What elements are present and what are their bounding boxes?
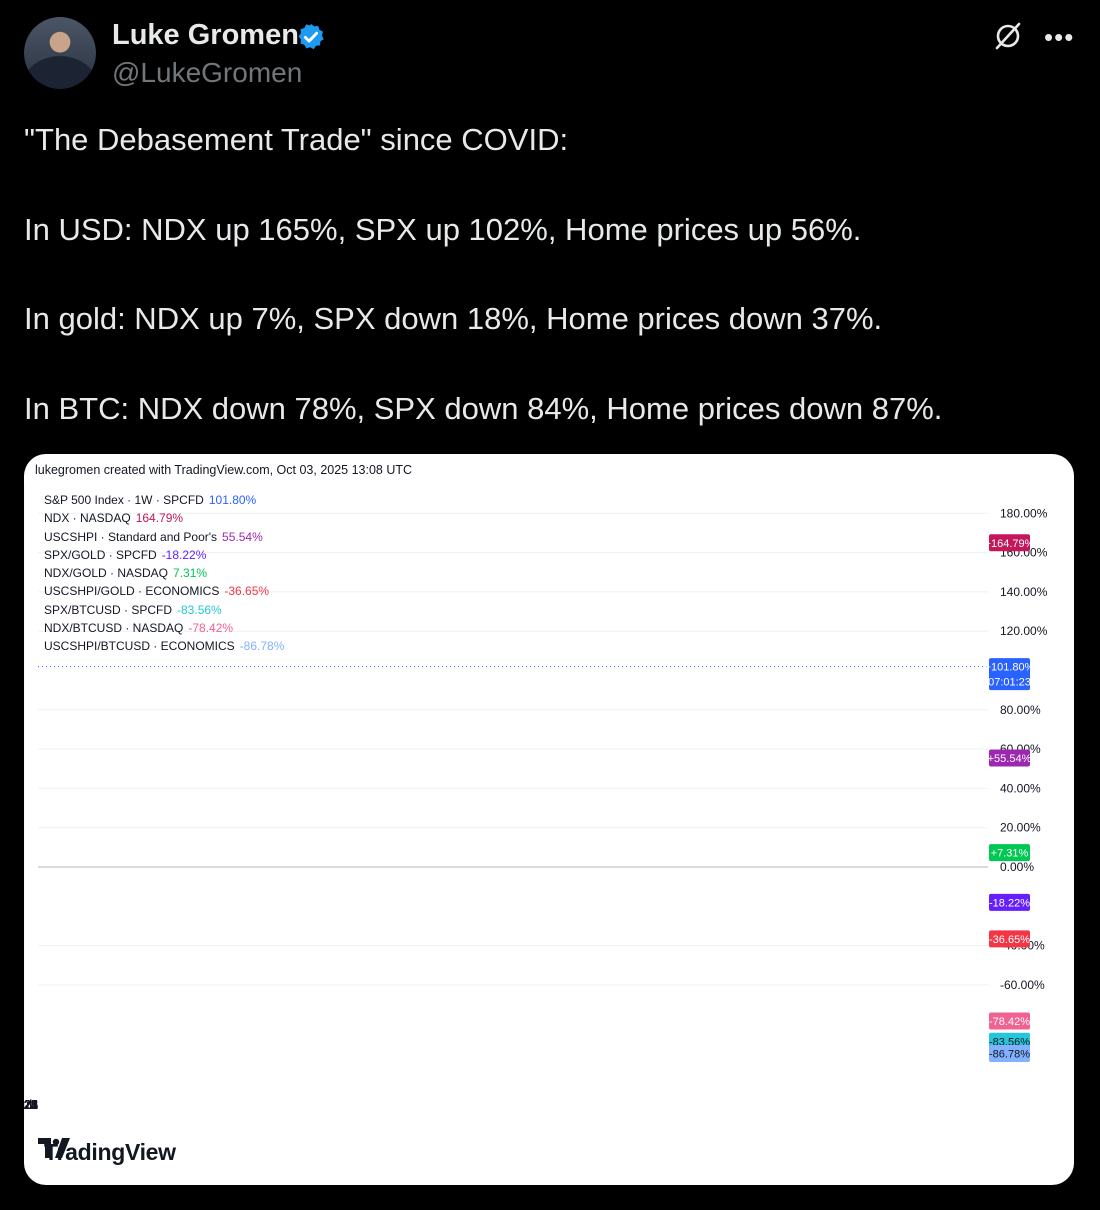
x-tick-label: 2024 bbox=[24, 1098, 38, 1112]
tweet-text: "The Debasement Trade" since COVID: In U… bbox=[24, 118, 1074, 432]
line-chart: 180.00%160.00%140.00%120.00%80.00%60.00%… bbox=[24, 484, 1048, 1119]
legend-series-name: SPX/GOLD · SPCFD bbox=[44, 547, 157, 562]
tweet-line: "The Debasement Trade" since COVID: bbox=[24, 122, 569, 157]
legend-entry[interactable]: NDX/BTCUSD · NASDAQ -78.42% bbox=[44, 619, 284, 637]
y-tick-label: 80.00% bbox=[1000, 703, 1041, 717]
legend-series-value: -83.56% bbox=[177, 602, 222, 617]
legend-series-name: NDX/GOLD · NASDAQ bbox=[44, 566, 169, 581]
legend-series-value: 55.54% bbox=[222, 529, 263, 544]
legend-entry[interactable]: SPX/BTCUSD · SPCFD -83.56% bbox=[44, 601, 284, 619]
legend-series-value: 164.79% bbox=[135, 511, 184, 526]
avatar[interactable] bbox=[24, 17, 96, 89]
tradingview-logo: TradingView bbox=[38, 1138, 176, 1166]
legend-series-name: NDX/BTCUSD · NASDAQ bbox=[44, 621, 184, 636]
chart-credit: lukegromen created with TradingView.com,… bbox=[35, 463, 413, 477]
last-value-label: -18.22% bbox=[989, 897, 1030, 909]
tweet-line: In USD: NDX up 165%, SPX up 102%, Home p… bbox=[24, 211, 862, 247]
tradingview-logo-icon bbox=[38, 1138, 70, 1158]
y-tick-label: 120.00% bbox=[1000, 624, 1048, 638]
legend-entry[interactable]: NDX/GOLD · NASDAQ 7.31% bbox=[44, 564, 284, 582]
legend-series-value: -78.42% bbox=[188, 621, 234, 636]
legend-entry[interactable]: USCSHPI · Standard and Poor's 55.54% bbox=[44, 528, 284, 546]
verified-badge-icon bbox=[298, 23, 324, 50]
x-tick-label: Jul bbox=[24, 1098, 32, 1112]
last-value-badge bbox=[989, 749, 1030, 767]
last-value-badge bbox=[989, 1012, 1030, 1030]
y-tick-label: 0.00% bbox=[1000, 860, 1034, 874]
x-tick-label: 2021 bbox=[24, 1098, 38, 1112]
last-value-label: +7.31% bbox=[991, 848, 1029, 860]
x-tick-label: Jul bbox=[24, 1098, 32, 1112]
legend-series-name: SPX/BTCUSD · SPCFD bbox=[44, 602, 173, 617]
last-value-badge bbox=[989, 1045, 1030, 1063]
x-tick-label: Jul bbox=[24, 1098, 32, 1112]
y-tick-label: 180.00% bbox=[1000, 506, 1048, 520]
legend-series-value: -36.65% bbox=[224, 584, 270, 599]
legend-series-name: USCSHPI · Standard and Poor's bbox=[44, 529, 218, 544]
x-tick-label: 2023 bbox=[24, 1098, 38, 1112]
legend-series-name: USCSHPI/GOLD · ECONOMICS bbox=[44, 584, 220, 599]
legend-entry[interactable]: S&P 500 Index · 1W · SPCFD 101.80% bbox=[44, 491, 284, 509]
author-handle[interactable]: @LukeGromen bbox=[112, 57, 303, 88]
legend-entry[interactable]: USCSHPI/BTCUSD · ECONOMICS -86.78% bbox=[44, 637, 284, 655]
legend-series-value: 7.31% bbox=[173, 566, 208, 581]
legend-entry[interactable]: NDX · NASDAQ 164.79% bbox=[44, 509, 284, 527]
tweet-line-gap bbox=[24, 163, 1074, 208]
x-tick-label: Jul bbox=[24, 1098, 32, 1112]
last-value-badge bbox=[989, 534, 1030, 552]
y-tick-label: -60.00% bbox=[1000, 978, 1045, 992]
chart-legend: S&P 500 Index · 1W · SPCFD 101.80% NDX · N… bbox=[44, 491, 284, 656]
time-badge: 07:01:23 bbox=[988, 677, 1031, 689]
last-value-label: -78.42% bbox=[989, 1016, 1030, 1028]
last-value-badge bbox=[989, 930, 1030, 948]
legend-series-name: NDX · NASDAQ bbox=[44, 511, 131, 526]
last-value-badge bbox=[989, 658, 1030, 691]
tweet-line-gap bbox=[24, 342, 1074, 387]
legend-series-value: -18.22% bbox=[161, 547, 207, 562]
legend-series-name: S&P 500 Index · 1W · SPCFD bbox=[44, 493, 204, 507]
chart-card[interactable]: 180.00% 160.00% 140.00% 120.00% 80.00% 60.00%… bbox=[24, 454, 1074, 1185]
y-tick-label: 140.00% bbox=[1000, 585, 1048, 599]
last-value-label: +164.79% bbox=[985, 538, 1035, 550]
last-value-label: -36.65% bbox=[989, 934, 1030, 946]
tweet-line-gap bbox=[24, 252, 1074, 297]
legend-series-name: USCSHPI/BTCUSD · ECONOMICS bbox=[44, 639, 235, 654]
legend-series-value: 101.80% bbox=[208, 493, 257, 507]
last-value-label: -86.78% bbox=[989, 1049, 1030, 1061]
y-tick-label: 40.00% bbox=[1000, 781, 1041, 795]
legend-entry[interactable]: SPX/GOLD · SPCFD -18.22% bbox=[44, 546, 284, 564]
x-tick-label: 2022 bbox=[24, 1098, 38, 1112]
tweet-line: In gold: NDX up 7%, SPX down 18%, Home p… bbox=[24, 301, 883, 337]
grok-icon[interactable] bbox=[992, 20, 1024, 52]
x-tick-label: Jul bbox=[24, 1098, 32, 1112]
tweet-line: In BTC: NDX down 78%, SPX down 84%, Home… bbox=[24, 390, 943, 426]
y-tick-label: 20.00% bbox=[1000, 821, 1041, 835]
more-icon[interactable]: ••• bbox=[1044, 22, 1075, 52]
x-tick-label: Jul bbox=[24, 1098, 32, 1112]
last-value-badge bbox=[989, 893, 1030, 911]
legend-entry[interactable]: USCSHPI/GOLD · ECONOMICS -36.65% bbox=[44, 582, 284, 600]
last-value-label: +55.54% bbox=[988, 753, 1032, 765]
author-name[interactable]: Luke Gromen bbox=[112, 19, 299, 51]
legend-series-value: -86.78% bbox=[239, 639, 285, 654]
last-value-badge bbox=[989, 844, 1030, 862]
last-value-label: +101.80% bbox=[985, 662, 1035, 674]
x-tick-label: 2025 bbox=[24, 1098, 38, 1112]
